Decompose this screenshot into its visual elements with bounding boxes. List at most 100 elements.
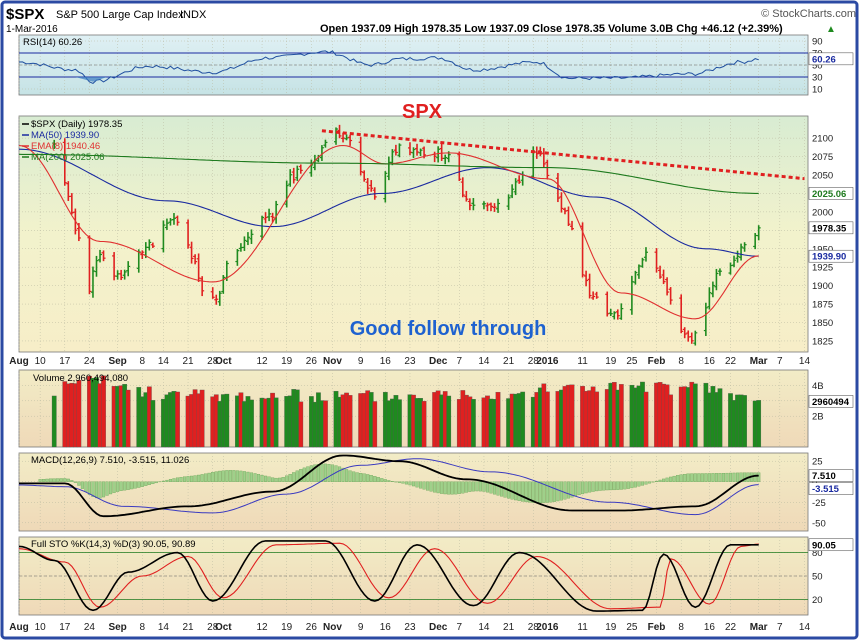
signal-last-value-bg [808, 482, 854, 495]
ohlc-bar [196, 253, 201, 282]
macd-histogram-bar [116, 481, 120, 492]
x-tick-label: 14 [158, 356, 170, 367]
volume-bar [520, 391, 526, 448]
rsi-line [18, 50, 759, 84]
ohlc-bar [619, 303, 624, 320]
macd-histogram-bar [626, 481, 630, 489]
y-tick-label: 1875 [812, 300, 833, 311]
macd-histogram-bar [672, 475, 676, 482]
ohlc-bar [235, 248, 240, 266]
macd-histogram-bar [179, 477, 183, 482]
macd-histogram-bar [299, 469, 303, 482]
y-tick-label: 4B [812, 381, 824, 392]
macd-histogram-bar [165, 479, 169, 482]
ohlc-bar [52, 139, 57, 149]
macd-histogram-bar [616, 481, 620, 490]
ohlc-bar [707, 287, 712, 310]
macd-histogram-bar [316, 464, 320, 482]
volume-bar [668, 394, 673, 448]
y-tick-label: 2100 [812, 134, 833, 145]
x-tick-label: 19 [281, 622, 293, 633]
macd-histogram-bar [281, 477, 285, 482]
y-tick-label: 1950 [812, 244, 833, 255]
x-tick-label: 16 [704, 622, 716, 633]
ohlc-bar [682, 327, 687, 339]
macd-histogram-bar [235, 470, 239, 482]
macd-histogram-bar [563, 481, 567, 500]
ohlc-bar [245, 232, 250, 246]
macd-histogram-bar [721, 473, 726, 482]
x-tick-label: 12 [256, 622, 268, 633]
ma50-last-value: 1939.90 [812, 252, 846, 263]
macd-histogram-bar [647, 481, 652, 484]
ohlc-bar [267, 208, 272, 222]
ohlc-bar [591, 291, 596, 300]
x-tick-label: 8 [140, 356, 146, 367]
macd-histogram-bar [197, 474, 201, 482]
ohlc-bar [570, 220, 575, 231]
macd-histogram-bar [573, 481, 578, 497]
ohlc-summary: Open 1937.09 High 1978.35 Low 1937.09 Cl… [320, 23, 783, 35]
macd-histogram-bar [45, 478, 49, 482]
y-tick-label: 25 [812, 457, 823, 468]
ma50-last-value-bg [808, 249, 854, 263]
price-legend-entry: MA(50) 1939.90 [31, 130, 99, 141]
macd-histogram-bar [154, 481, 158, 484]
macd-histogram-bar [49, 478, 53, 482]
ohlc-bar [584, 270, 589, 287]
ohlc-bar [513, 178, 518, 196]
macd-histogram-bar [256, 474, 261, 482]
macd-histogram-bar [73, 481, 77, 483]
ohlc-bar [703, 302, 708, 336]
macd-histogram-bar [482, 481, 486, 492]
ohlc-bar [217, 290, 222, 306]
macd-histogram-bar [408, 481, 412, 486]
ohlc-bar [506, 194, 511, 210]
ohlc-bar [390, 149, 395, 166]
macd-histogram-bar [260, 474, 264, 482]
ohlc-bar [147, 239, 152, 251]
macd-histogram-bar [77, 481, 81, 486]
macd-histogram-bar [418, 481, 423, 489]
macd-histogram-bar [380, 478, 384, 482]
x-tick-label: 8 [678, 622, 684, 633]
price-bars [52, 124, 761, 346]
macd-histogram-bar [38, 479, 42, 482]
macd-histogram-bar [619, 481, 623, 490]
macd-last-value-bg [808, 469, 854, 482]
macd-histogram-bar [91, 481, 95, 497]
macd-histogram-bar [549, 481, 553, 503]
macd-histogram-bar [348, 470, 352, 482]
x-tick-label: 7 [457, 622, 463, 633]
ohlc-bar [161, 220, 166, 253]
macd-histogram-bar [514, 481, 518, 501]
x-tick-label: 7 [777, 356, 783, 367]
macd-histogram-bar [366, 474, 370, 482]
macd-histogram-bar [714, 473, 718, 482]
ohlc-bar [298, 164, 303, 174]
macd-histogram-bar [697, 473, 701, 482]
ohlc-bar [517, 175, 522, 184]
x-tick-label: 11 [577, 356, 588, 367]
macd-histogram-bar [422, 481, 426, 490]
ohlc-bar [393, 144, 398, 156]
ohlc-bar [62, 138, 67, 186]
y-tick-label: 50 [812, 572, 823, 583]
macd-histogram-bar [168, 479, 173, 482]
volume-bar [76, 380, 82, 448]
x-tick-label: 23 [404, 622, 416, 633]
macd-histogram-bar [249, 472, 254, 482]
volume-bar [101, 375, 106, 448]
macd-histogram-bar [577, 481, 581, 496]
macd-histogram-bar [637, 481, 641, 487]
ohlc-bar [140, 250, 145, 260]
x-tick-label: 16 [380, 622, 392, 633]
ohlc-bar [415, 143, 420, 156]
rsi-oversold-fill [75, 77, 108, 82]
ohlc-bar [545, 159, 550, 180]
x-tick-label: Feb [648, 356, 666, 367]
macd-histogram-bar [87, 481, 91, 495]
macd-histogram-bar [475, 481, 479, 492]
macd-histogram-bar [415, 481, 419, 488]
